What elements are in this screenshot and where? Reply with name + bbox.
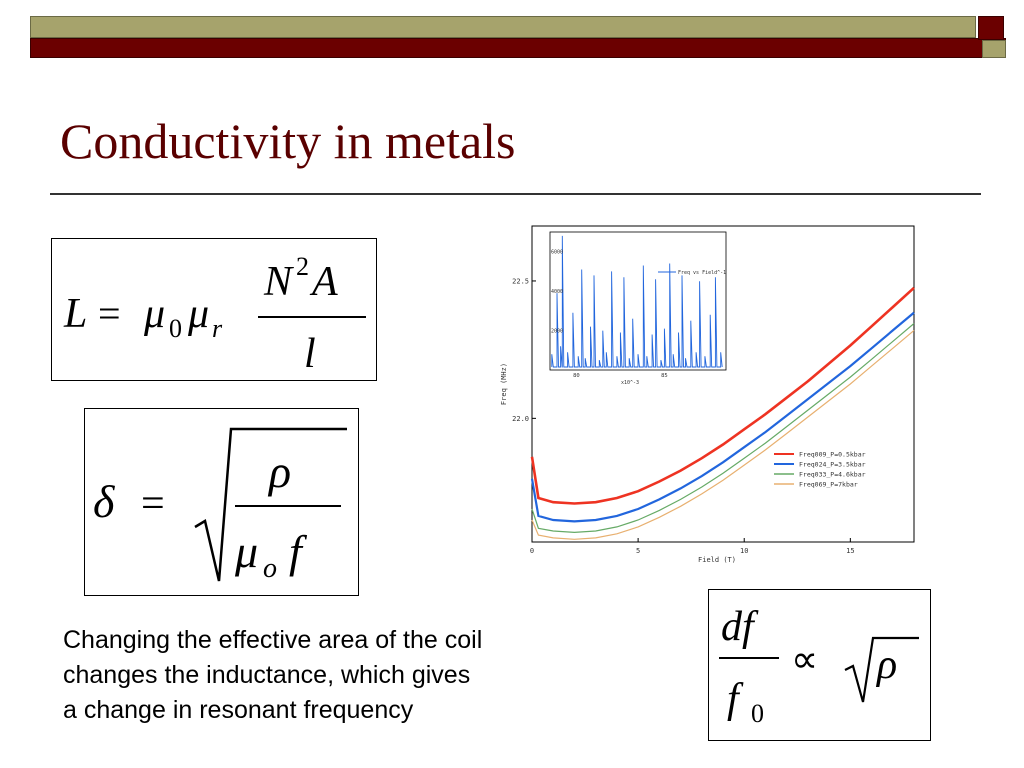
inset-y-tick-label: 4000 xyxy=(551,289,563,295)
x-axis-label: Field (T) xyxy=(698,556,736,564)
chart-svg: 22.0 22.5 0 5 10 15 Freq (MHz) Field (T) Fre… xyxy=(500,225,915,564)
svg-text:δ: δ xyxy=(93,476,115,527)
inset-x-tick-label: 80 xyxy=(573,373,580,379)
svg-text:μ: μ xyxy=(234,526,258,577)
legend: Freq009_P=0.5kbar Freq024_P=3.5kbar Freq03… xyxy=(774,451,866,489)
y-tick-label: 22.0 xyxy=(512,415,529,423)
svg-text:L: L xyxy=(63,291,87,337)
legend-label: Freq069_P=7kbar xyxy=(799,481,858,489)
skin-depth-equation: δ = ρ μ o f xyxy=(84,408,359,596)
inset-series-line xyxy=(551,235,723,368)
inset-x-tick-label: 85 xyxy=(661,373,668,379)
svg-text:=: = xyxy=(141,481,165,527)
inset-legend-label: Freq vs Field^-1 xyxy=(678,270,726,276)
svg-text:l: l xyxy=(304,331,316,377)
x-tick-label: 0 xyxy=(530,547,534,555)
caption-line-2: changes the inductance, which gives xyxy=(63,661,471,689)
inset-x-multiplier: x10^-3 xyxy=(621,380,639,386)
svg-text:o: o xyxy=(263,553,277,584)
frequency-shift-equation: df f 0 ∝ ρ xyxy=(708,589,931,741)
series-line-3 xyxy=(531,323,915,534)
svg-text:ρ: ρ xyxy=(875,642,897,688)
inset-y-tick-label: 6000 xyxy=(551,250,563,256)
title-divider xyxy=(50,193,981,195)
y-axis-label: Freq (MHz) xyxy=(500,363,508,405)
svg-text:N: N xyxy=(263,259,294,305)
inset-plot: 6000 4000 2000 80 85 x10^-3 Freq vs Field^-1 xyxy=(549,231,727,386)
y-tick-label: 22.5 xyxy=(512,277,529,285)
slide-title: Conductivity in metals xyxy=(60,113,516,169)
svg-text:f: f xyxy=(289,526,308,577)
svg-text:μ: μ xyxy=(143,291,165,337)
legend-label: Freq009_P=0.5kbar xyxy=(799,451,866,459)
svg-text:0: 0 xyxy=(169,314,182,343)
maroon-square xyxy=(978,16,1004,40)
x-tick-label: 5 xyxy=(636,547,640,555)
svg-text:df: df xyxy=(721,604,759,650)
top-decorative-bar xyxy=(0,0,1024,62)
svg-text:A: A xyxy=(309,259,338,305)
svg-text:0: 0 xyxy=(751,699,764,728)
olive-square xyxy=(982,40,1006,58)
inset-frame xyxy=(549,231,727,371)
maroon-band xyxy=(30,38,1006,58)
svg-text:=: = xyxy=(98,291,121,336)
x-tick-label: 15 xyxy=(846,547,854,555)
svg-text:μ: μ xyxy=(187,291,209,337)
svg-text:2: 2 xyxy=(296,252,309,281)
y-ticks: 22.0 22.5 xyxy=(512,277,536,423)
frequency-vs-field-chart: 22.0 22.5 0 5 10 15 Freq (MHz) Field (T) Fre… xyxy=(492,222,932,578)
x-ticks: 0 5 10 15 xyxy=(530,538,855,555)
inset-y-tick-label: 2000 xyxy=(551,329,563,335)
series-line-4 xyxy=(531,329,915,540)
caption-line-1: Changing the effective area of the coil xyxy=(63,626,483,654)
caption-line-3: a change in resonant frequency xyxy=(63,696,414,724)
svg-text:f: f xyxy=(727,676,744,722)
series-line-2 xyxy=(530,311,915,523)
x-tick-label: 10 xyxy=(740,547,748,555)
caption-text: Changing the effective area of the coil … xyxy=(63,623,653,728)
legend-label: Freq024_P=3.5kbar xyxy=(799,461,866,469)
svg-text:∝: ∝ xyxy=(791,639,818,681)
legend-label: Freq033_P=4.6kbar xyxy=(799,471,866,479)
series-layer xyxy=(530,286,915,540)
series-line-1 xyxy=(530,286,915,505)
svg-text:r: r xyxy=(212,314,223,343)
svg-text:ρ: ρ xyxy=(267,446,291,497)
olive-band xyxy=(30,16,976,38)
inductance-equation: L = μ 0 μ r N 2 A l xyxy=(51,238,377,381)
